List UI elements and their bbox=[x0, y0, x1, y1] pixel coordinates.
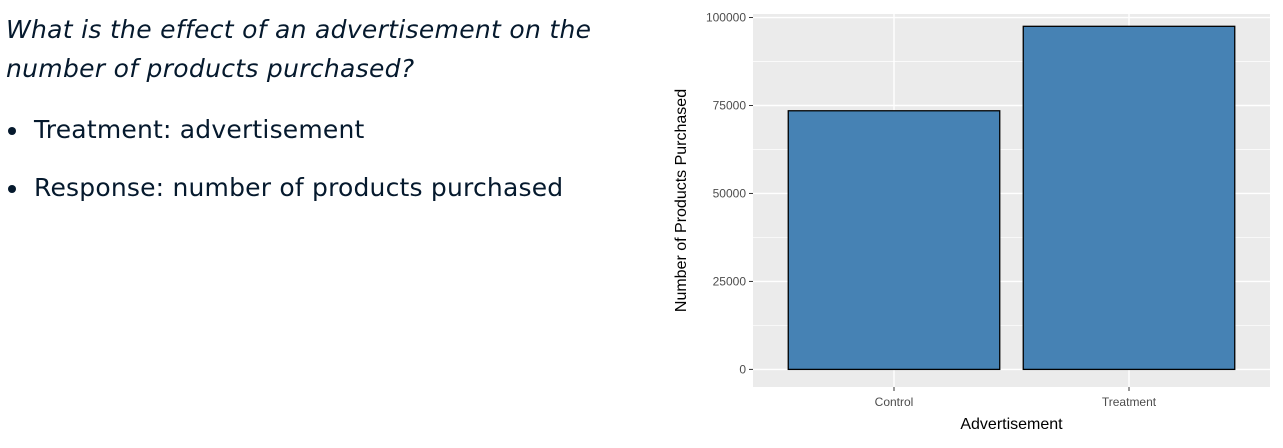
bullet-dot-icon bbox=[8, 185, 16, 193]
bullet-item-treatment: Treatment: advertisement bbox=[6, 114, 626, 146]
x-tick-label-treatment: Treatment bbox=[1102, 395, 1157, 409]
bar-treatment bbox=[1022, 25, 1236, 371]
y-tick-label: 25000 bbox=[713, 274, 747, 288]
x-axis-title: Advertisement bbox=[960, 416, 1063, 433]
y-tick-label: 75000 bbox=[713, 98, 747, 112]
question-text: What is the effect of an advertisement o… bbox=[6, 15, 592, 83]
bars bbox=[787, 25, 1236, 371]
x-tick-label-control: Control bbox=[875, 395, 914, 409]
bullet-item-response: Response: number of products purchased bbox=[6, 172, 626, 204]
slide-text: What is the effect of an advertisement o… bbox=[6, 10, 626, 230]
y-tick-label: 50000 bbox=[713, 186, 747, 200]
y-axis: 0 25000 50000 75000 100000 bbox=[706, 11, 753, 376]
bullet-text-response: Response: number of products purchased bbox=[34, 173, 564, 202]
y-axis-title: Number of Products Purchased bbox=[673, 89, 690, 312]
x-axis: Control Treatment bbox=[875, 387, 1157, 409]
y-tick-label: 0 bbox=[739, 362, 746, 376]
bullet-list: Treatment: advertisement Response: numbe… bbox=[6, 114, 626, 204]
y-tick-label: 100000 bbox=[706, 11, 746, 25]
bullet-dot-icon bbox=[8, 127, 16, 135]
bullet-text-treatment: Treatment: advertisement bbox=[34, 115, 365, 144]
bar-control bbox=[787, 110, 1001, 371]
